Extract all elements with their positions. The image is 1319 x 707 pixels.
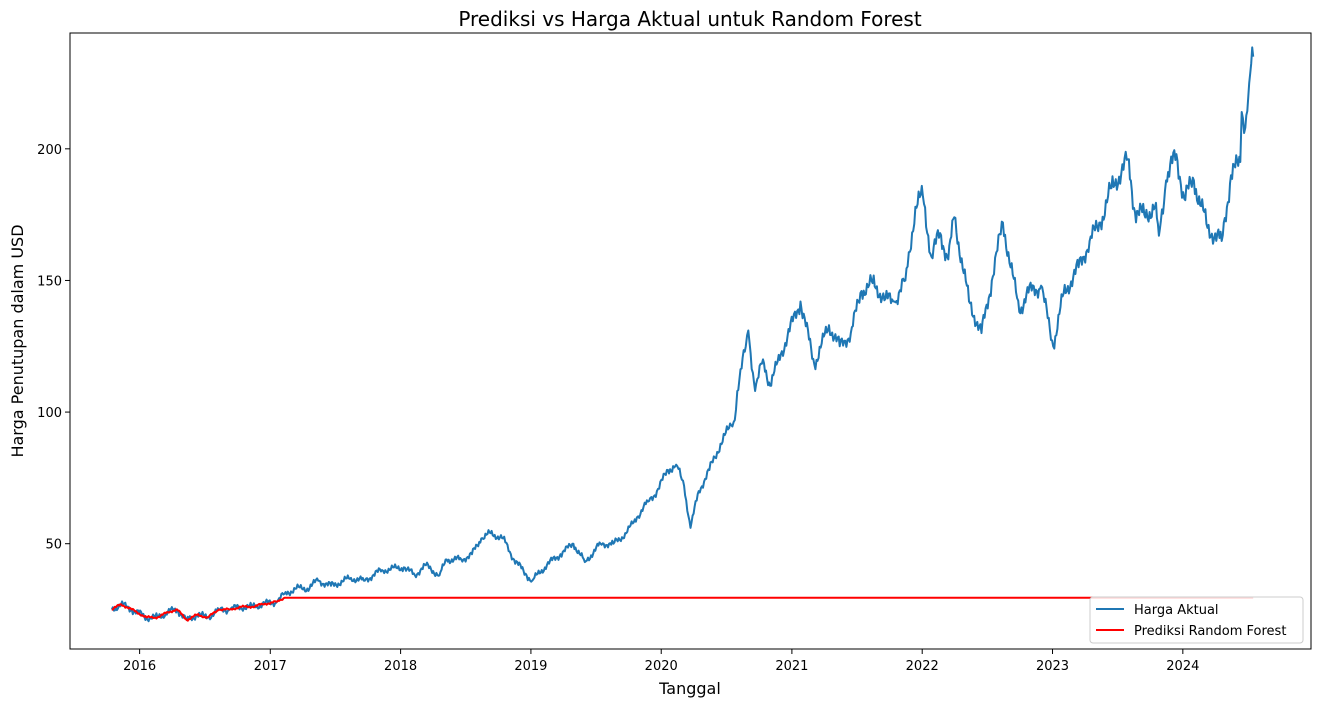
- y-tick-label: 200: [37, 143, 62, 158]
- series-line-0: [110, 46, 1255, 623]
- x-axis: 2016 2017 2018 2019 2020 2021 2022 2023 2024: [123, 649, 1199, 674]
- x-tick-label: 2016: [123, 659, 156, 674]
- series-layer: [110, 46, 1255, 623]
- x-tick-label: 2024: [1166, 659, 1199, 674]
- plot-frame: [69, 32, 1312, 650]
- x-axis-title: Tanggal: [658, 679, 721, 698]
- legend-label-harga-aktual: Harga Aktual: [1134, 603, 1219, 618]
- y-tick-label: 100: [37, 406, 62, 421]
- legend-label-prediksi: Prediksi Random Forest: [1134, 624, 1286, 639]
- x-tick-label: 2019: [514, 659, 547, 674]
- x-tick-label: 2018: [384, 659, 417, 674]
- series-line-1: [111, 596, 1254, 622]
- y-axis-title: Harga Penutupan dalam USD: [8, 224, 27, 457]
- legend: Harga Aktual Prediksi Random Forest: [1089, 596, 1304, 644]
- x-tick-label: 2022: [906, 659, 939, 674]
- plot-area: [69, 32, 1312, 650]
- chart-title: Prediksi vs Harga Aktual untuk Random Fo…: [458, 7, 922, 31]
- legend-box: [1089, 596, 1304, 644]
- y-tick-label: 50: [45, 538, 62, 553]
- x-tick-label: 2021: [775, 659, 808, 674]
- y-axis: 50 100 150 200: [37, 143, 70, 553]
- x-tick-label: 2020: [645, 659, 678, 674]
- x-tick-label: 2017: [254, 659, 287, 674]
- x-tick-label: 2023: [1036, 659, 1069, 674]
- y-tick-label: 150: [37, 274, 62, 289]
